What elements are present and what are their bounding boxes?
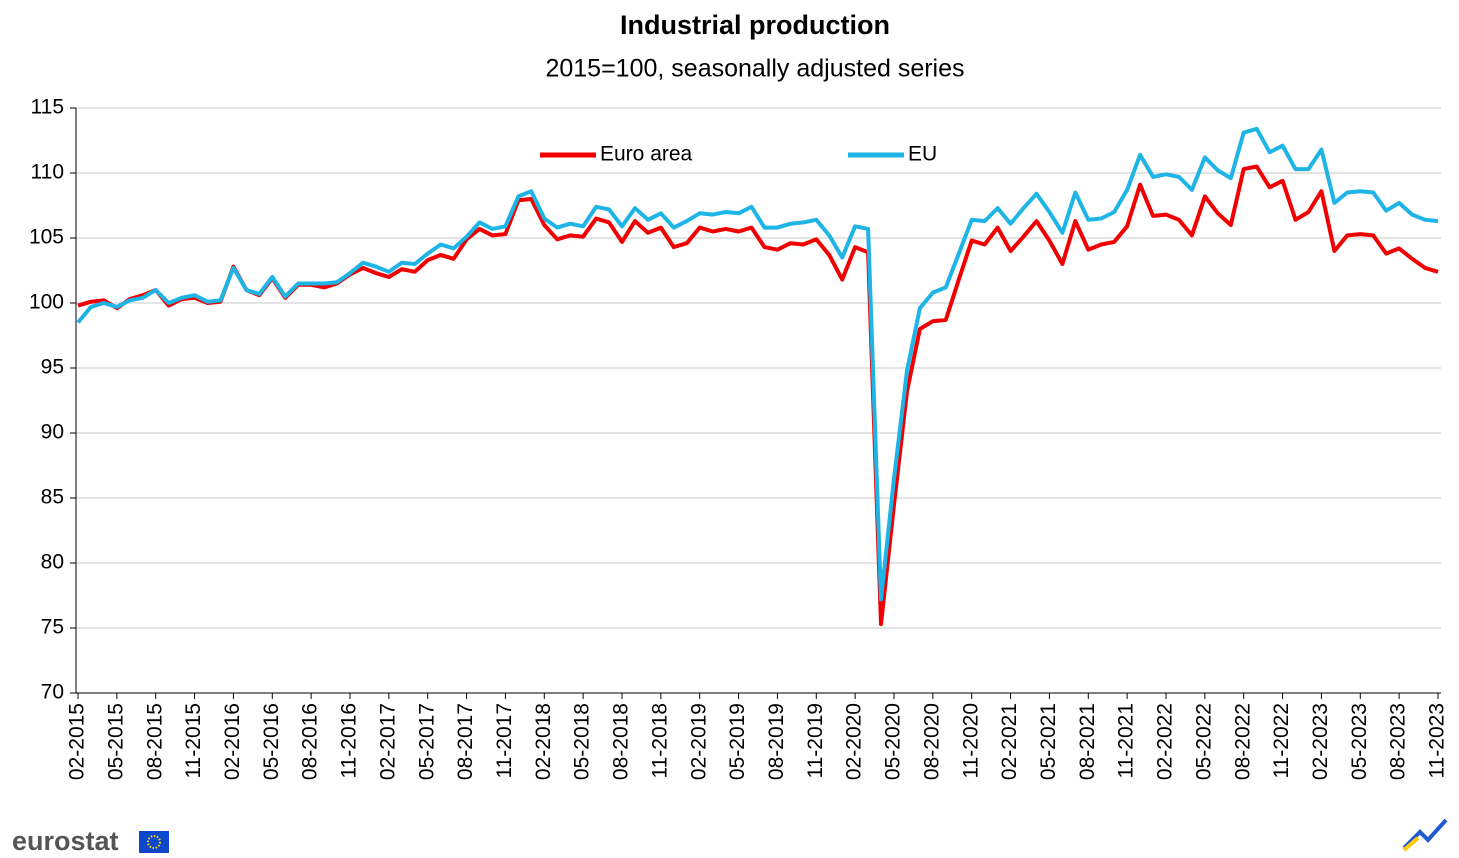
x-tick-label: 11-2020 bbox=[959, 703, 982, 779]
series-line bbox=[77, 164, 1439, 627]
x-tick-label: 08-2019 bbox=[765, 703, 788, 780]
logo-text: eurostat bbox=[12, 826, 119, 856]
x-tick-label: 11-2019 bbox=[804, 703, 827, 779]
x-tick-label: 02-2016 bbox=[221, 703, 244, 780]
x-tick-label: 05-2022 bbox=[1192, 703, 1215, 780]
x-tick-label: 02-2019 bbox=[687, 703, 710, 780]
x-tick-label: 08-2016 bbox=[299, 703, 322, 780]
eu-stars bbox=[147, 835, 161, 849]
y-tick-label: 90 bbox=[41, 421, 64, 444]
chart-subtitle: 2015=100, seasonally adjusted series bbox=[545, 55, 964, 83]
x-tick-label: 05-2015 bbox=[104, 703, 127, 780]
x-tick-label: 08-2018 bbox=[610, 703, 633, 780]
x-tick-label: 08-2017 bbox=[454, 703, 477, 780]
x-tick-label: 11-2016 bbox=[338, 703, 361, 779]
x-tick-label: 02-2020 bbox=[843, 703, 866, 780]
y-tick-label: 70 bbox=[41, 681, 64, 704]
x-tick-label: 05-2020 bbox=[882, 703, 905, 780]
x-tick-label: 08-2022 bbox=[1231, 703, 1254, 780]
y-tick-label: 110 bbox=[31, 161, 64, 184]
x-tick-label: 05-2018 bbox=[571, 703, 594, 780]
x-tick-label: 05-2019 bbox=[726, 703, 749, 780]
x-tick-label: 02-2023 bbox=[1309, 703, 1332, 780]
x-tick-label: 02-2018 bbox=[532, 703, 555, 780]
y-tick-label: 100 bbox=[29, 291, 64, 314]
series-line bbox=[76, 126, 1439, 602]
x-tick-label: 11-2021 bbox=[1115, 703, 1138, 779]
x-tick-label: 05-2016 bbox=[260, 703, 283, 780]
x-tick-label: 11-2023 bbox=[1426, 703, 1449, 779]
eu-flag bbox=[139, 831, 169, 853]
x-tick-label: 08-2023 bbox=[1387, 703, 1410, 780]
x-tick-label: 05-2017 bbox=[415, 703, 438, 780]
x-tick-label: 08-2015 bbox=[143, 703, 166, 780]
legend-label: EU bbox=[908, 143, 937, 166]
x-tick-label: 11-2017 bbox=[493, 703, 516, 779]
y-tick-label: 105 bbox=[29, 226, 64, 249]
logo-mark-accent bbox=[1402, 836, 1420, 852]
x-tick-label: 02-2015 bbox=[66, 703, 89, 780]
y-tick-label: 95 bbox=[41, 356, 64, 379]
x-tick-label: 02-2021 bbox=[998, 703, 1021, 780]
y-tick-label: 115 bbox=[31, 96, 64, 119]
x-tick-label: 11-2022 bbox=[1270, 703, 1293, 779]
x-tick-label: 02-2017 bbox=[376, 703, 399, 780]
x-tick-label: 05-2021 bbox=[1037, 703, 1060, 780]
y-tick-label: 85 bbox=[41, 486, 64, 509]
x-tick-label: 11-2018 bbox=[648, 703, 671, 779]
legend-label: Euro area bbox=[600, 143, 693, 166]
x-tick-label: 11-2015 bbox=[182, 703, 205, 779]
x-tick-label: 02-2022 bbox=[1154, 703, 1177, 780]
x-tick-label: 08-2020 bbox=[920, 703, 943, 780]
chart-title: Industrial production bbox=[620, 10, 890, 40]
x-tick-label: 05-2023 bbox=[1348, 703, 1371, 780]
y-tick-label: 80 bbox=[41, 551, 64, 574]
logo-mark bbox=[1402, 818, 1448, 850]
x-tick-label: 08-2021 bbox=[1076, 703, 1099, 780]
y-tick-label: 75 bbox=[41, 616, 64, 639]
